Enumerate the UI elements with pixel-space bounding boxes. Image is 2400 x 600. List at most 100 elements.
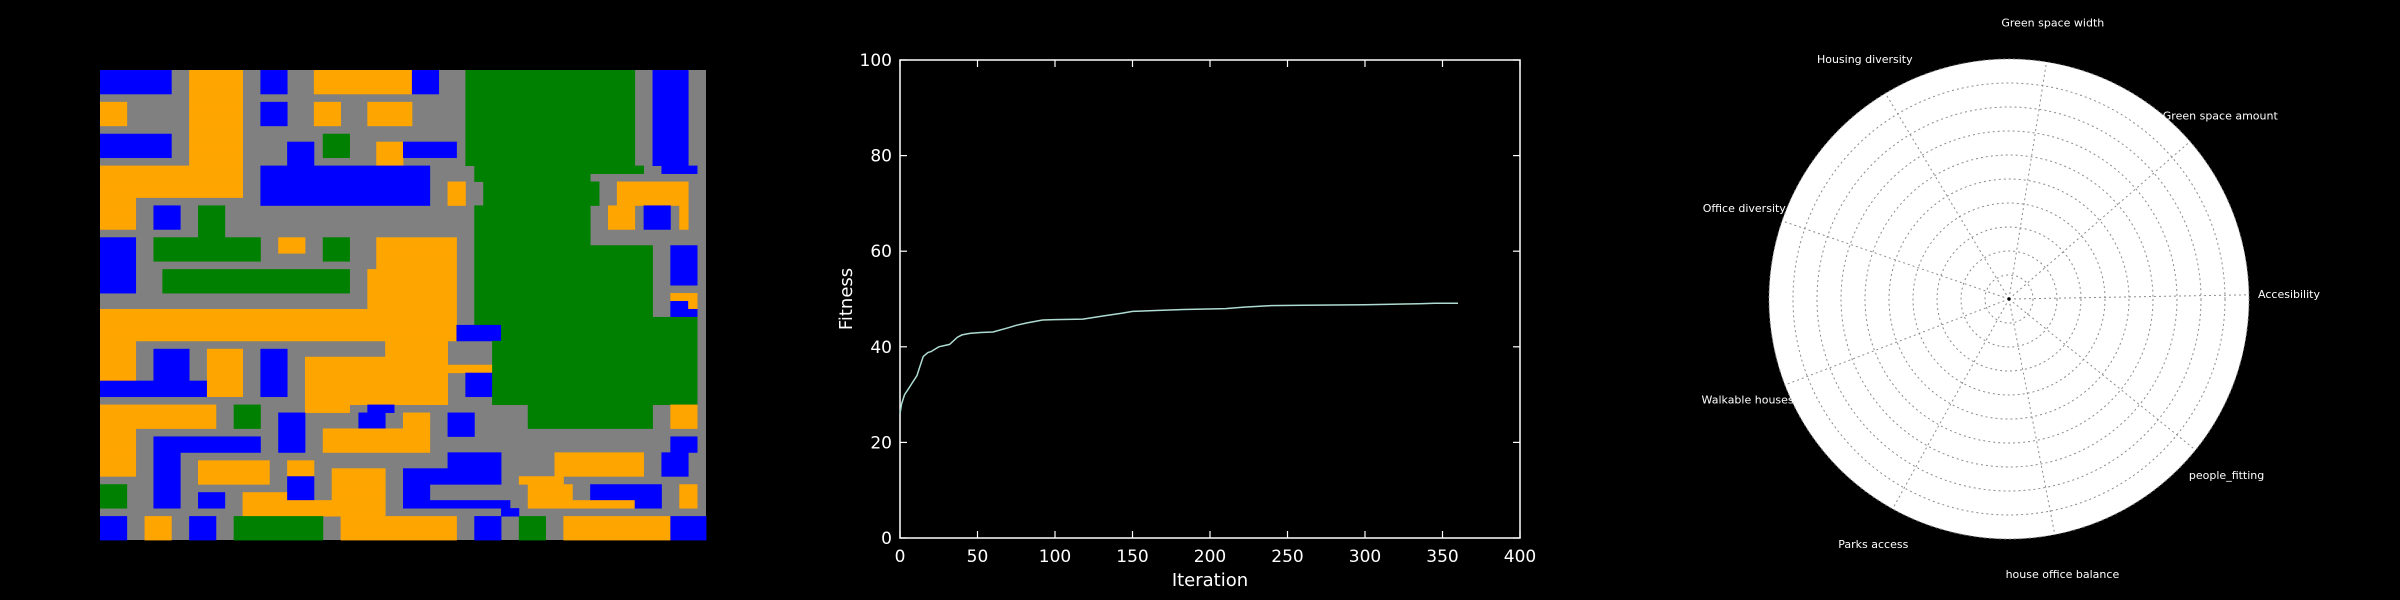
radar-axis-label: Housing diversity [1817, 53, 1913, 66]
map-cell-office [331, 468, 386, 477]
map-cell-office [679, 492, 698, 501]
map-cell-office [679, 221, 689, 230]
map-cell-green [474, 229, 591, 238]
map-cell-green [492, 396, 698, 405]
radar-spoke [1784, 298, 2010, 386]
map-cell-office [554, 460, 645, 469]
map-cell-green [465, 109, 636, 119]
map-cell-housing [153, 205, 181, 214]
map-cell-office [679, 213, 689, 222]
map-cell-office [100, 412, 217, 421]
map-cell-office [527, 492, 573, 501]
map-cell-office [688, 301, 698, 310]
x-tick-label: 100 [1039, 547, 1071, 567]
map-cell-housing [153, 476, 181, 485]
map-cell-green [153, 237, 261, 246]
map-cell-housing [100, 149, 172, 159]
map-cell-office [304, 388, 448, 398]
map-cell-office [189, 101, 243, 111]
map-cell-green [465, 117, 636, 127]
map-cell-green [492, 380, 698, 390]
map-cell-housing [100, 524, 128, 533]
map-cell-housing [670, 277, 698, 286]
map-cell-green [233, 420, 261, 429]
map-cell-housing [358, 412, 386, 421]
map-cell-green [483, 189, 600, 198]
map-cell-housing [153, 500, 181, 509]
map-cell-housing [153, 213, 181, 222]
map-cell-housing [153, 444, 261, 453]
map-cell-housing [260, 117, 288, 127]
map-cell-office [607, 205, 636, 214]
map-cell-green [474, 277, 653, 286]
map-cell-office [367, 301, 457, 310]
map-cell-housing [652, 133, 689, 143]
map-cell-housing [403, 468, 502, 477]
map-cell-office [313, 85, 413, 95]
map-cell-housing [153, 356, 190, 366]
radar-spoke [2008, 141, 2191, 300]
map-cell-green [465, 141, 636, 151]
radar-grid-ring [1888, 178, 2130, 420]
map-cell-housing [403, 484, 431, 493]
map-cell-office [340, 524, 457, 533]
map-cell-office [367, 101, 413, 111]
map-cell-office [100, 117, 128, 127]
map-cell-green [501, 332, 698, 342]
map-cell-office [100, 444, 137, 453]
map-cell-housing [634, 500, 662, 509]
y-tick-label: 80 [870, 147, 892, 167]
map-cell-office [447, 197, 466, 206]
map-cell-office [518, 476, 564, 485]
map-cell-housing [260, 181, 431, 190]
map-cell-office [100, 101, 128, 111]
map-cell-housing [456, 332, 502, 342]
map-cell-office [144, 532, 172, 541]
map-cell-office [100, 181, 243, 190]
map-cell-green [518, 516, 546, 525]
map-cell-green [465, 70, 636, 79]
map-cell-green [527, 404, 653, 413]
map-cell-green [474, 205, 591, 214]
radar-spoke [1892, 298, 2010, 510]
map-cell-office [287, 460, 315, 469]
map-cell-office [313, 70, 413, 79]
map-cell-housing [652, 93, 689, 103]
map-cell-housing [260, 372, 288, 382]
map-cell-office [313, 77, 413, 87]
map-cell-housing [260, 380, 288, 390]
map-cell-housing [153, 348, 190, 358]
map-cell-office [100, 109, 128, 119]
fitness-plot-frame [899, 59, 1521, 539]
map-cell-housing [447, 420, 475, 429]
map-cell-housing [474, 524, 502, 533]
map-cell-office [670, 420, 698, 429]
map-cell-housing [287, 484, 315, 493]
map-cell-green [322, 245, 350, 254]
map-cell-green [198, 213, 226, 222]
map-cell-housing [278, 428, 306, 437]
map-cell-office [100, 324, 457, 334]
map-cell-housing [100, 245, 137, 254]
map-cell-office [100, 308, 457, 318]
map-cell-housing [100, 141, 172, 151]
map-cell-housing [670, 261, 698, 270]
map-cell-green [474, 301, 653, 310]
map-cell-office [679, 205, 689, 214]
map-cell-office [322, 428, 431, 437]
map-cell-office [376, 141, 404, 151]
map-cell-green [100, 492, 128, 501]
x-tick-label: 400 [1504, 547, 1536, 567]
map-cell-green [474, 261, 653, 270]
map-cell-office [322, 436, 431, 445]
map-cell-office [304, 372, 448, 382]
map-cell-housing [447, 412, 475, 421]
map-cell-office [100, 332, 457, 342]
map-cell-housing [670, 444, 698, 453]
map-cell-housing [652, 70, 689, 79]
map-cell-office [527, 500, 636, 509]
map-cell-green [100, 500, 128, 509]
map-cell-green [474, 237, 591, 246]
y-tick-label: 0 [881, 529, 892, 549]
map-cell-office [100, 428, 137, 437]
